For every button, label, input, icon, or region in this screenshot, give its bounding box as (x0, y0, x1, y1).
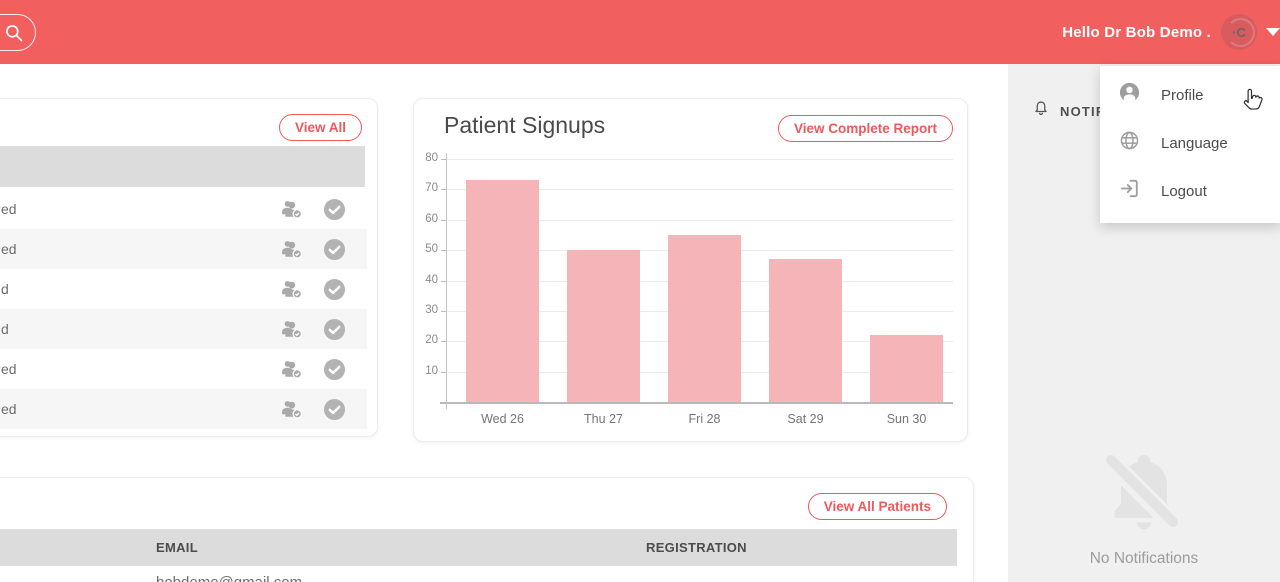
appointment-row: d (0, 269, 367, 309)
y-axis-tick (441, 310, 446, 312)
check-circle-icon[interactable] (323, 398, 346, 421)
appointment-row: d (0, 309, 367, 349)
logout-icon (1118, 177, 1141, 205)
chart-bar (769, 259, 842, 402)
menu-item-language[interactable]: Language (1100, 119, 1280, 167)
top-header: Hello Dr Bob Demo . ·C (0, 0, 1280, 64)
appointment-row: ed (0, 389, 367, 429)
appointment-row: ed (0, 189, 367, 229)
appointment-text-fragment: ed (1, 241, 17, 257)
y-axis-tick (441, 219, 446, 221)
x-axis-line (440, 402, 953, 404)
grid-line (446, 189, 953, 191)
bell-off-icon (1098, 445, 1190, 542)
check-circle-icon[interactable] (323, 198, 346, 221)
menu-item-label: Profile (1161, 86, 1204, 104)
chart-bar (466, 180, 539, 402)
appointment-text-fragment: ed (1, 401, 17, 417)
chart-bar (668, 234, 741, 402)
appointment-row: ed (0, 229, 367, 269)
y-axis-label: 30 (425, 303, 438, 316)
y-axis-label: 50 (425, 243, 438, 256)
y-axis-label: 10 (425, 364, 438, 377)
check-circle-icon[interactable] (323, 278, 346, 301)
y-axis-tick (441, 341, 446, 343)
appointment-text-fragment: ed (1, 361, 17, 377)
person-check-icon[interactable] (280, 398, 305, 421)
view-all-patients-button[interactable]: View All Patients (807, 493, 947, 520)
view-complete-report-button[interactable]: View Complete Report (777, 115, 953, 142)
column-header-registration: REGISTRATION (646, 540, 747, 555)
no-notifications-text: No Notifications (1089, 550, 1199, 567)
appointment-text-fragment: d (1, 281, 9, 297)
patients-table-header: EMAIL REGISTRATION (0, 529, 957, 566)
bell-icon (1032, 99, 1050, 123)
person-icon (1118, 81, 1141, 109)
avatar-logo: ·C (1232, 24, 1246, 40)
x-axis-label: Fri 28 (688, 412, 721, 426)
person-check-icon[interactable] (280, 198, 305, 221)
view-all-button[interactable]: View All (278, 114, 362, 141)
y-axis-tick (441, 189, 446, 191)
signups-bar-chart: 10 20 30 40 50 60 70 80 Wed 26 Thu 27 Fri 28 Sat 29… (414, 99, 967, 441)
patient-signups-card: Patient Signups View Complete Report 10 2… (413, 98, 968, 442)
x-axis-label: Sat 29 (787, 412, 824, 426)
chart-bar (870, 335, 943, 402)
y-axis-label: 20 (425, 334, 438, 347)
menu-item-label: Logout (1161, 182, 1207, 200)
chevron-down-icon[interactable] (1266, 28, 1280, 36)
column-header-email: EMAIL (156, 540, 198, 555)
person-check-icon[interactable] (280, 358, 305, 381)
menu-item-label: Language (1161, 134, 1228, 152)
x-axis-label: Thu 27 (584, 412, 623, 426)
user-dropdown-menu: Profile Language Logout (1100, 66, 1280, 223)
x-axis-label: Sun 30 (886, 412, 927, 426)
check-circle-icon[interactable] (323, 358, 346, 381)
y-axis-label: 60 (425, 212, 438, 225)
card-title: Patient Signups (444, 112, 606, 138)
patients-card: View All Patients EMAIL REGISTRATION bob… (0, 477, 974, 582)
person-check-icon[interactable] (280, 238, 305, 261)
y-axis-tick (441, 280, 446, 282)
x-axis-label: Wed 26 (481, 412, 524, 426)
appointment-text-fragment: d (1, 321, 9, 337)
person-check-icon[interactable] (280, 318, 305, 341)
person-check-icon[interactable] (280, 278, 305, 301)
appointments-rows: ed ed d d ed ed (0, 189, 367, 429)
menu-item-profile[interactable]: Profile (1100, 71, 1280, 119)
appointments-card: View All ed ed d d ed ed (0, 98, 378, 437)
y-axis-label: 40 (425, 273, 438, 286)
grid-line (446, 219, 953, 221)
grid-line (446, 159, 953, 160)
appointment-text-fragment: ed (1, 201, 17, 217)
user-greeting: Hello Dr Bob Demo . (1062, 23, 1211, 41)
avatar[interactable]: ·C (1221, 14, 1257, 50)
y-axis-tick (441, 159, 446, 160)
y-axis-label: 70 (425, 182, 438, 195)
globe-icon (1118, 129, 1141, 157)
header-user-area: Hello Dr Bob Demo . ·C (1062, 0, 1280, 64)
menu-item-logout[interactable]: Logout (1100, 167, 1280, 215)
y-axis-line (446, 153, 447, 409)
appointment-row: ed (0, 349, 367, 389)
y-axis-label: 80 (425, 152, 438, 164)
chart-bar (567, 250, 640, 402)
check-circle-icon[interactable] (323, 318, 346, 341)
patient-email-partial: bobdemo@gmail.com (156, 574, 302, 582)
appointments-table-header (0, 146, 365, 187)
y-axis-tick (441, 371, 446, 373)
search-button[interactable] (0, 14, 36, 51)
y-axis-tick (441, 250, 446, 252)
check-circle-icon[interactable] (323, 238, 346, 261)
